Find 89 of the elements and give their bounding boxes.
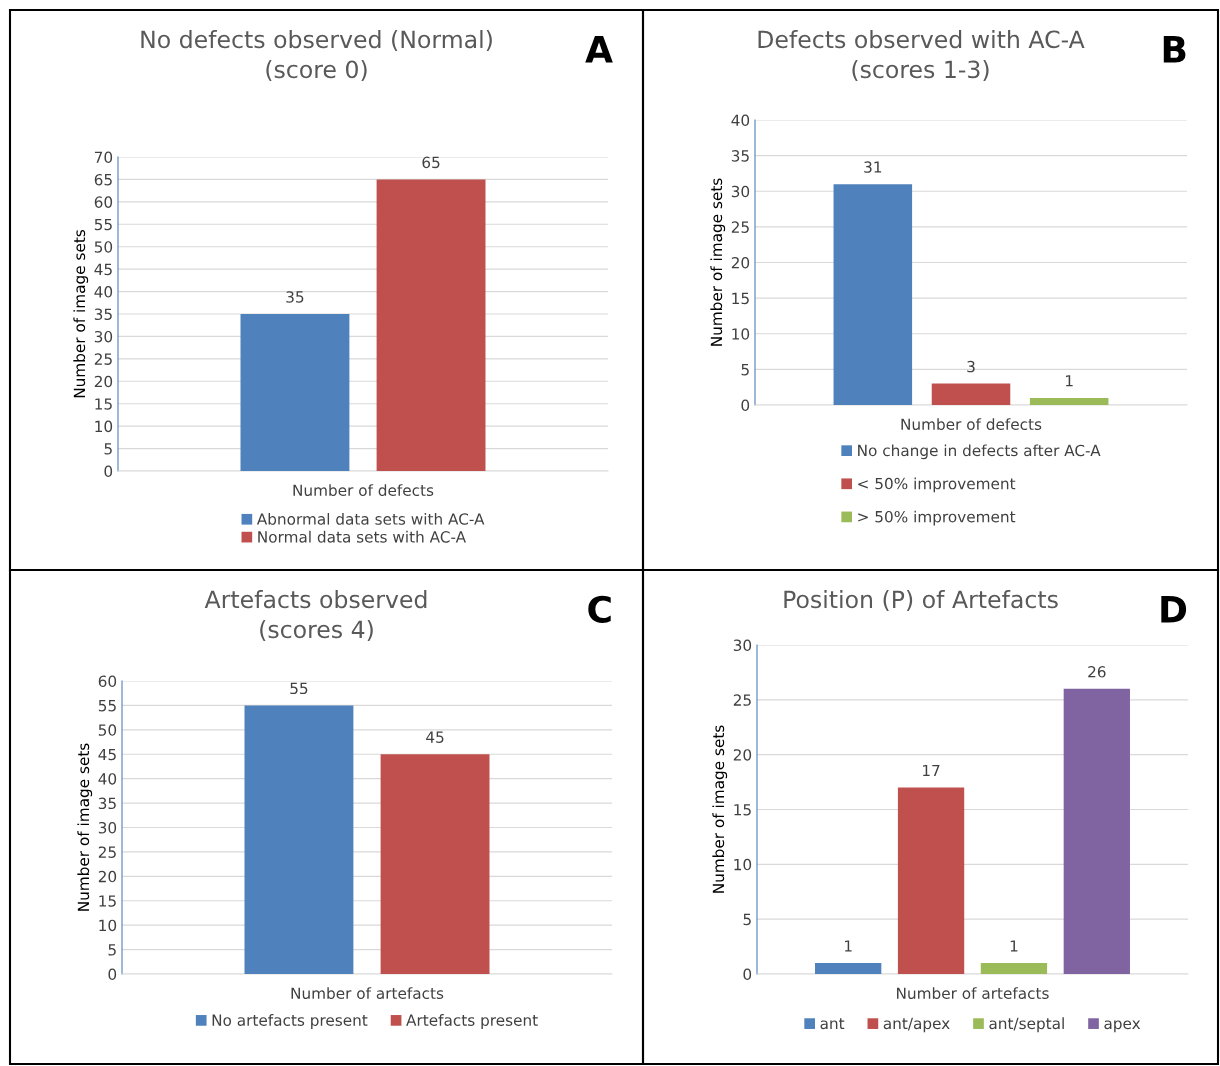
legend-label: apex xyxy=(1104,1020,1141,1033)
y-tick-label: 5 xyxy=(108,944,116,956)
y-tick-label: 40 xyxy=(94,286,113,298)
y-tick-label: 0 xyxy=(741,399,750,412)
y-tick-label: 60 xyxy=(98,675,117,688)
y-tick-label: 35 xyxy=(94,308,112,321)
y-axis-title: Number of image sets xyxy=(710,178,726,346)
y-tick-label: 50 xyxy=(94,241,113,253)
bar xyxy=(1063,688,1130,974)
y-tick-label: 45 xyxy=(98,748,116,761)
y-tick-label: 65 xyxy=(94,173,112,186)
legend-label: ant/septal xyxy=(989,1017,1064,1033)
y-tick-label: 15 xyxy=(99,895,116,907)
x-axis-title: Number of defects xyxy=(901,418,1042,431)
chart-title: Defects observed with AC-A (scores 1-3) xyxy=(758,30,1085,82)
chart-title: Artefacts observed (scores 4) xyxy=(204,590,427,642)
data-label: 1 xyxy=(1066,375,1073,387)
y-tick-label: 10 xyxy=(732,328,750,340)
bar xyxy=(980,963,1048,974)
y-tick-label: 40 xyxy=(731,114,750,127)
bar xyxy=(897,787,965,974)
y-tick-label: 15 xyxy=(734,804,751,816)
chart-title: Position (P) of Artefacts xyxy=(784,590,1058,612)
y-tick-label: 25 xyxy=(98,846,116,858)
legend-label: Normal data sets with AC-A xyxy=(258,530,466,543)
y-tick-label: 0 xyxy=(108,968,117,981)
legend-label: ant xyxy=(820,1018,845,1030)
y-tick-label: 30 xyxy=(733,639,752,652)
data-label: 31 xyxy=(864,161,882,173)
y-tick-label: 10 xyxy=(734,858,752,871)
legend-label: > 50% improvement xyxy=(858,510,1016,526)
data-label: 3 xyxy=(967,360,975,373)
data-label: 45 xyxy=(426,731,444,743)
text: B xyxy=(1163,36,1186,63)
bar xyxy=(815,963,882,974)
data-label: 55 xyxy=(290,682,308,695)
bar xyxy=(833,184,913,405)
y-tick-label: 5 xyxy=(743,913,751,926)
data-label: 65 xyxy=(422,156,440,169)
y-axis-title: Number of image sets xyxy=(73,229,89,398)
y-tick-label: 25 xyxy=(733,694,751,706)
y-tick-label: 20 xyxy=(94,375,113,388)
y-tick-label: 40 xyxy=(98,773,117,785)
y-tick-label: 30 xyxy=(731,185,750,198)
x-axis-title: Number of artefacts xyxy=(291,987,444,1000)
text: A xyxy=(585,36,613,63)
y-tick-label: 55 xyxy=(98,700,116,712)
y-tick-label: 20 xyxy=(731,256,750,269)
y-tick-label: 30 xyxy=(94,330,113,343)
y-tick-label: 55 xyxy=(94,218,112,231)
legend-label: Artefacts present xyxy=(406,1014,538,1029)
y-tick-label: 10 xyxy=(99,919,117,932)
y-tick-label: 25 xyxy=(731,221,749,233)
data-label: 1 xyxy=(1010,940,1018,952)
legend-label: No artefacts present xyxy=(212,1014,368,1029)
y-tick-label: 20 xyxy=(733,749,752,761)
legend-label: < 50% improvement xyxy=(858,477,1016,493)
y-tick-label: 20 xyxy=(98,870,117,883)
data-label: 26 xyxy=(1088,666,1106,678)
bar xyxy=(1029,397,1109,405)
y-tick-label: 70 xyxy=(94,151,113,164)
y-tick-label: 60 xyxy=(94,196,113,208)
text: D xyxy=(1161,596,1187,623)
y-tick-label: 10 xyxy=(95,420,113,433)
bar xyxy=(931,383,1011,405)
data-label: 17 xyxy=(923,764,940,777)
y-tick-label: 50 xyxy=(98,724,117,736)
y-tick-label: 35 xyxy=(98,797,116,810)
chart-title: No defects observed (Normal) (score 0) xyxy=(141,30,492,82)
data-label: 35 xyxy=(286,291,304,303)
y-tick-label: 15 xyxy=(732,292,749,305)
y-tick-label: 5 xyxy=(741,364,749,376)
y-axis-title: Number of image sets xyxy=(77,743,93,911)
data-label: 1 xyxy=(844,940,852,952)
y-axis-title: Number of image sets xyxy=(712,725,728,893)
legend-label: No change in defects after AC-A xyxy=(858,444,1101,460)
legend-label: Abnormal data sets with AC-A xyxy=(256,513,485,525)
y-tick-label: 25 xyxy=(94,353,112,365)
x-axis-title: Number of artefacts xyxy=(897,987,1049,1000)
y-tick-label: 45 xyxy=(94,263,112,276)
y-tick-label: 15 xyxy=(95,398,112,410)
y-tick-label: 0 xyxy=(104,465,113,478)
x-axis-title: Number of defects xyxy=(293,484,434,497)
y-tick-label: 35 xyxy=(731,150,749,162)
legend-label: ant/apex xyxy=(883,1017,950,1033)
y-tick-label: 5 xyxy=(104,443,112,455)
y-tick-label: 30 xyxy=(98,821,117,834)
y-tick-label: 0 xyxy=(743,968,752,981)
text: C xyxy=(588,595,611,623)
